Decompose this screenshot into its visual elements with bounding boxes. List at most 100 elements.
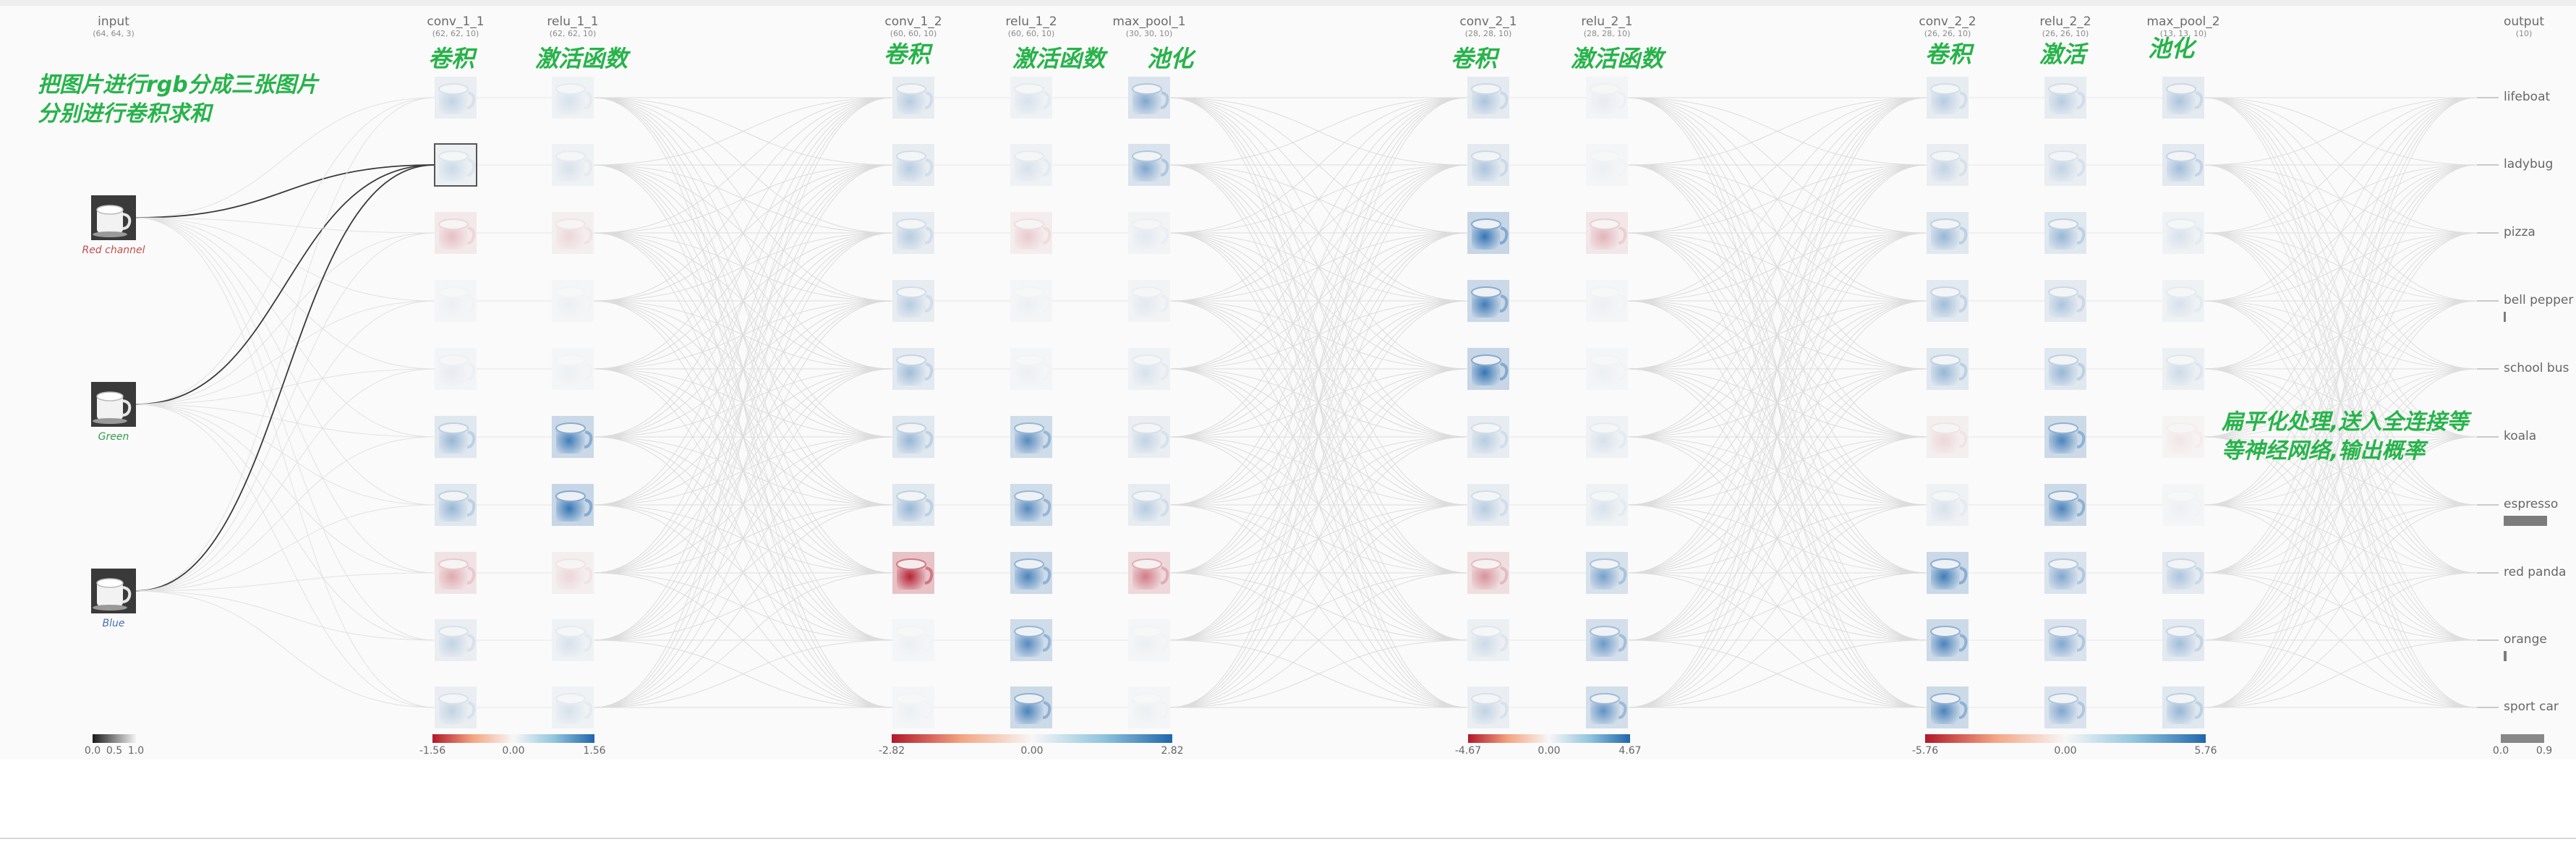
feature-map-relu_2_2-1[interactable] xyxy=(2044,77,2086,119)
feature-map-relu_2_1-5[interactable] xyxy=(1586,348,1628,390)
feature-map-conv_1_1-7[interactable] xyxy=(435,484,477,526)
feature-map-max_pool_1-9[interactable] xyxy=(1128,619,1170,661)
feature-map-relu_1_2-8[interactable] xyxy=(1010,552,1052,594)
feature-map-conv_1_1-3[interactable] xyxy=(435,212,477,254)
feature-map-relu_1_2-7[interactable] xyxy=(1010,484,1052,526)
feature-map-max_pool_1-4[interactable] xyxy=(1128,280,1170,322)
feature-map-conv_1_1-6[interactable] xyxy=(435,416,477,458)
feature-map-conv_1_1-4[interactable] xyxy=(435,280,477,322)
feature-map-conv_1_2-5[interactable] xyxy=(892,348,934,390)
feature-map-relu_1_1-4[interactable] xyxy=(552,280,594,322)
feature-map-relu_1_2-3[interactable] xyxy=(1010,212,1052,254)
input-channel-image[interactable] xyxy=(91,569,136,613)
feature-map-conv_2_1-3[interactable] xyxy=(1467,212,1509,254)
feature-map-relu_2_2-10[interactable] xyxy=(2044,686,2086,728)
feature-map-conv_2_1-1[interactable] xyxy=(1467,77,1509,119)
feature-map-relu_2_1-8[interactable] xyxy=(1586,552,1628,594)
feature-map-conv_1_1-8[interactable] xyxy=(435,552,477,594)
feature-map-relu_2_1-10[interactable] xyxy=(1586,686,1628,728)
feature-map-conv_1_2-2[interactable] xyxy=(892,144,934,186)
feature-map-conv_2_1-9[interactable] xyxy=(1467,619,1509,661)
feature-map-relu_2_1-4[interactable] xyxy=(1586,280,1628,322)
feature-map-relu_1_1-7[interactable] xyxy=(552,484,594,526)
feature-map-conv_2_1-10[interactable] xyxy=(1467,686,1509,728)
feature-map-relu_2_2-9[interactable] xyxy=(2044,619,2086,661)
feature-map-max_pool_1-3[interactable] xyxy=(1128,212,1170,254)
feature-map-conv_2_1-2[interactable] xyxy=(1467,144,1509,186)
feature-map-conv_2_2-9[interactable] xyxy=(1927,619,1969,661)
feature-map-conv_2_2-7[interactable] xyxy=(1927,484,1969,526)
feature-map-max_pool_1-10[interactable] xyxy=(1128,686,1170,728)
feature-map-relu_1_1-2[interactable] xyxy=(552,144,594,186)
feature-map-relu_1_1-9[interactable] xyxy=(552,619,594,661)
feature-map-conv_1_2-10[interactable] xyxy=(892,686,934,728)
feature-map-relu_1_2-4[interactable] xyxy=(1010,280,1052,322)
feature-map-relu_1_1-5[interactable] xyxy=(552,348,594,390)
feature-map-conv_2_2-4[interactable] xyxy=(1927,280,1969,322)
feature-map-conv_1_2-9[interactable] xyxy=(892,619,934,661)
feature-map-conv_1_2-8[interactable] xyxy=(892,552,934,594)
feature-map-max_pool_2-9[interactable] xyxy=(2162,619,2204,661)
feature-map-relu_2_2-8[interactable] xyxy=(2044,552,2086,594)
feature-map-conv_1_2-3[interactable] xyxy=(892,212,934,254)
feature-map-max_pool_2-4[interactable] xyxy=(2162,280,2204,322)
input-channel-image[interactable] xyxy=(91,382,136,427)
feature-map-max_pool_2-5[interactable] xyxy=(2162,348,2204,390)
feature-map-relu_1_1-8[interactable] xyxy=(552,552,594,594)
feature-map-max_pool_1-8[interactable] xyxy=(1128,552,1170,594)
feature-map-conv_1_1-5[interactable] xyxy=(435,348,477,390)
feature-map-relu_1_1-6[interactable] xyxy=(552,416,594,458)
feature-map-relu_2_1-1[interactable] xyxy=(1586,77,1628,119)
feature-map-relu_2_2-7[interactable] xyxy=(2044,484,2086,526)
feature-map-relu_1_2-1[interactable] xyxy=(1010,77,1052,119)
feature-map-max_pool_1-6[interactable] xyxy=(1128,416,1170,458)
feature-map-conv_2_1-6[interactable] xyxy=(1467,416,1509,458)
feature-map-conv_1_1-2[interactable] xyxy=(434,143,477,187)
feature-map-relu_1_2-9[interactable] xyxy=(1010,619,1052,661)
feature-map-conv_2_2-8[interactable] xyxy=(1927,552,1969,594)
feature-map-conv_2_2-6[interactable] xyxy=(1927,416,1969,458)
feature-map-relu_2_1-2[interactable] xyxy=(1586,144,1628,186)
feature-map-relu_1_1-1[interactable] xyxy=(552,77,594,119)
feature-map-max_pool_2-1[interactable] xyxy=(2162,77,2204,119)
input-channel-image[interactable] xyxy=(91,195,136,240)
feature-map-relu_2_1-7[interactable] xyxy=(1586,484,1628,526)
feature-map-conv_2_2-5[interactable] xyxy=(1927,348,1969,390)
feature-map-relu_2_2-3[interactable] xyxy=(2044,212,2086,254)
feature-map-conv_1_2-4[interactable] xyxy=(892,280,934,322)
feature-map-max_pool_2-7[interactable] xyxy=(2162,484,2204,526)
feature-map-conv_2_2-2[interactable] xyxy=(1927,144,1969,186)
feature-map-max_pool_2-3[interactable] xyxy=(2162,212,2204,254)
feature-map-max_pool_1-1[interactable] xyxy=(1128,77,1170,119)
feature-map-relu_2_1-3[interactable] xyxy=(1586,212,1628,254)
feature-map-relu_1_1-3[interactable] xyxy=(552,212,594,254)
feature-map-relu_1_2-5[interactable] xyxy=(1010,348,1052,390)
feature-map-relu_1_2-6[interactable] xyxy=(1010,416,1052,458)
feature-map-relu_2_2-5[interactable] xyxy=(2044,348,2086,390)
feature-map-max_pool_2-8[interactable] xyxy=(2162,552,2204,594)
feature-map-relu_2_1-9[interactable] xyxy=(1586,619,1628,661)
feature-map-relu_1_1-10[interactable] xyxy=(552,686,594,728)
feature-map-conv_1_1-1[interactable] xyxy=(435,77,477,119)
feature-map-conv_2_1-4[interactable] xyxy=(1467,280,1509,322)
feature-map-relu_1_2-2[interactable] xyxy=(1010,144,1052,186)
feature-map-conv_1_1-9[interactable] xyxy=(435,619,477,661)
feature-map-conv_2_1-7[interactable] xyxy=(1467,484,1509,526)
feature-map-max_pool_2-10[interactable] xyxy=(2162,686,2204,728)
feature-map-conv_2_2-3[interactable] xyxy=(1927,212,1969,254)
feature-map-conv_1_2-6[interactable] xyxy=(892,416,934,458)
feature-map-conv_2_1-5[interactable] xyxy=(1467,348,1509,390)
feature-map-conv_1_2-7[interactable] xyxy=(892,484,934,526)
feature-map-conv_1_1-10[interactable] xyxy=(435,686,477,728)
feature-map-conv_2_1-8[interactable] xyxy=(1467,552,1509,594)
feature-map-max_pool_2-2[interactable] xyxy=(2162,144,2204,186)
feature-map-max_pool_1-2[interactable] xyxy=(1128,144,1170,186)
feature-map-max_pool_1-5[interactable] xyxy=(1128,348,1170,390)
feature-map-relu_2_2-2[interactable] xyxy=(2044,144,2086,186)
feature-map-relu_1_2-10[interactable] xyxy=(1010,686,1052,728)
feature-map-conv_2_2-1[interactable] xyxy=(1927,77,1969,119)
feature-map-max_pool_1-7[interactable] xyxy=(1128,484,1170,526)
feature-map-max_pool_2-6[interactable] xyxy=(2162,416,2204,458)
feature-map-conv_2_2-10[interactable] xyxy=(1927,686,1969,728)
feature-map-conv_1_2-1[interactable] xyxy=(892,77,934,119)
